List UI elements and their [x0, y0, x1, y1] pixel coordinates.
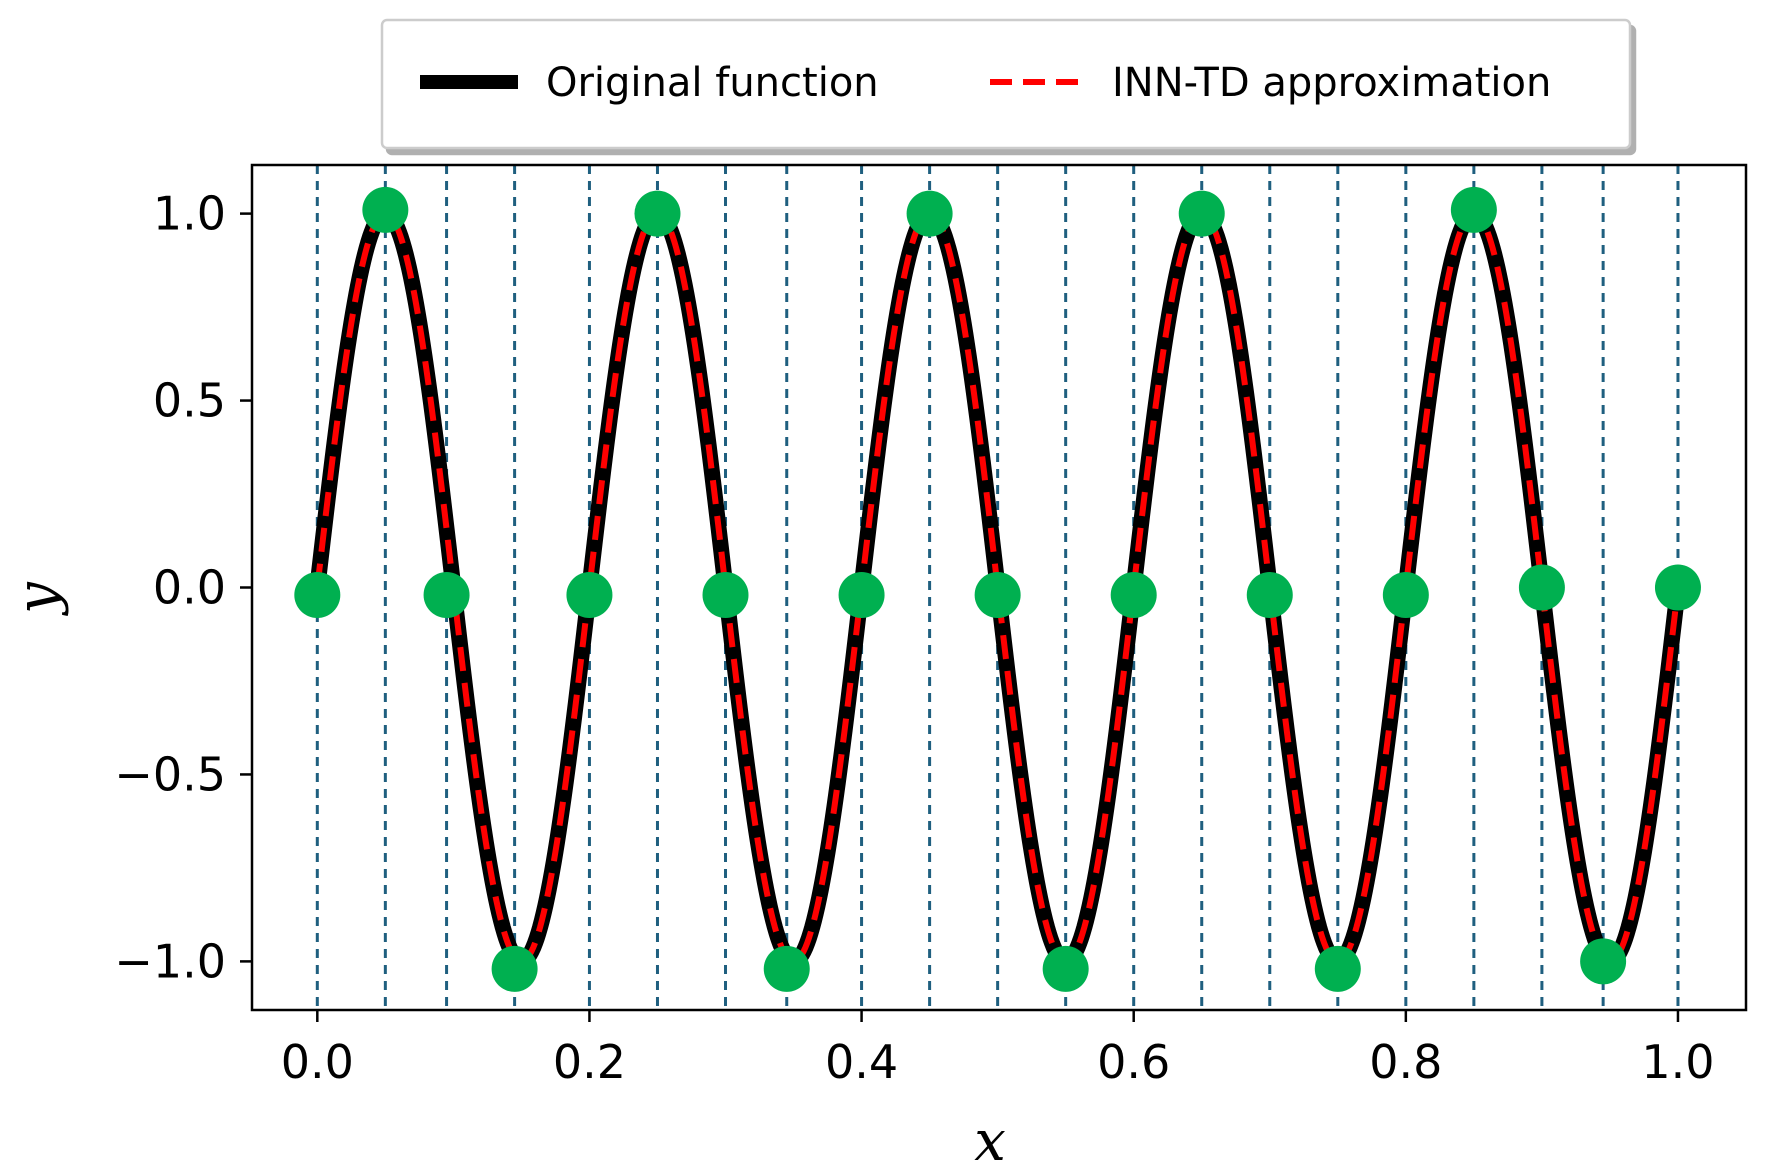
node-markers	[294, 186, 1701, 992]
y-axis-ticks: −1.0 −0.5 0.0 0.5 1.0	[114, 187, 252, 988]
node-marker-9	[906, 190, 953, 237]
node-marker-5	[634, 190, 681, 237]
node-marker-6	[702, 571, 749, 618]
legend-label-original: Original function	[546, 60, 879, 106]
x-tick-label-0: 0.0	[281, 1035, 354, 1089]
y-tick-label-2: 0.0	[153, 561, 226, 615]
y-tick-label-1: −0.5	[114, 747, 226, 801]
node-marker-18	[1518, 564, 1565, 611]
node-marker-1	[362, 186, 409, 233]
x-tick-label-5: 1.0	[1641, 1035, 1714, 1089]
node-marker-19	[1580, 938, 1627, 985]
y-tick-label-4: 1.0	[153, 187, 226, 241]
node-marker-17	[1450, 186, 1497, 233]
x-axis-label: x	[974, 1109, 1006, 1165]
x-tick-label-3: 0.6	[1097, 1035, 1170, 1089]
y-tick-label-0: −1.0	[114, 934, 226, 988]
x-tick-label-1: 0.2	[553, 1035, 626, 1089]
x-tick-label-2: 0.4	[825, 1035, 898, 1089]
node-marker-14	[1246, 571, 1293, 618]
node-marker-0	[294, 571, 341, 618]
node-marker-2	[423, 571, 470, 618]
node-marker-15	[1314, 945, 1361, 992]
x-tick-label-4: 0.8	[1369, 1035, 1442, 1089]
node-marker-7	[763, 945, 810, 992]
y-tick-label-3: 0.5	[153, 374, 226, 428]
node-marker-13	[1178, 190, 1225, 237]
node-marker-12	[1110, 571, 1157, 618]
node-marker-11	[1042, 945, 1089, 992]
node-marker-20	[1654, 564, 1701, 611]
node-marker-3	[491, 945, 538, 992]
node-marker-16	[1382, 571, 1429, 618]
legend-label-approximation: INN-TD approximation	[1112, 60, 1551, 106]
node-marker-8	[838, 571, 885, 618]
y-axis-label: y	[5, 581, 70, 617]
legend: Original function INN-TD approximation	[380, 18, 1632, 150]
x-axis-ticks: 0.0 0.2 0.4 0.6 0.8 1.0	[281, 1010, 1715, 1089]
node-marker-4	[566, 571, 613, 618]
node-marker-10	[974, 571, 1021, 618]
